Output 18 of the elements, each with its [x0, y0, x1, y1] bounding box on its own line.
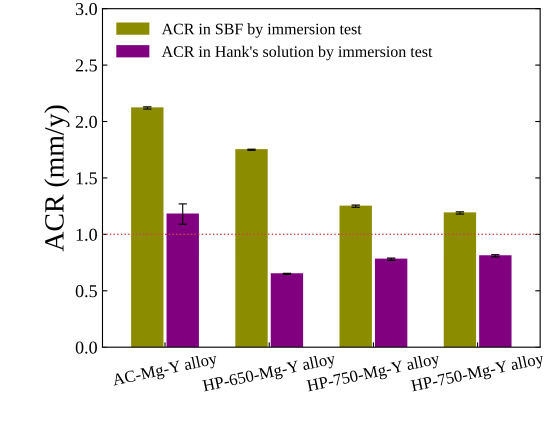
bar [235, 149, 268, 348]
y-tick-label: 0.0 [76, 341, 97, 354]
y-axis-title: ACR (mm/y) [44, 105, 70, 252]
bar [479, 255, 512, 348]
bar [270, 273, 304, 348]
bar [340, 206, 372, 348]
legend-label: ACR in Hank's solution by immersion test [162, 46, 432, 60]
legend-label: ACR in SBF by immersion test [162, 23, 362, 38]
bar [374, 258, 408, 348]
bar [444, 212, 476, 348]
bar [166, 213, 199, 348]
y-tick-label: 1.5 [76, 172, 97, 184]
y-tick-label: 2.5 [76, 59, 97, 72]
bar [131, 107, 164, 348]
y-tick-label: 2.0 [76, 116, 97, 128]
y-tick-label: 0.5 [76, 285, 97, 298]
y-tick-label: 1.0 [76, 228, 97, 241]
y-tick-label: 3.0 [76, 2, 97, 16]
